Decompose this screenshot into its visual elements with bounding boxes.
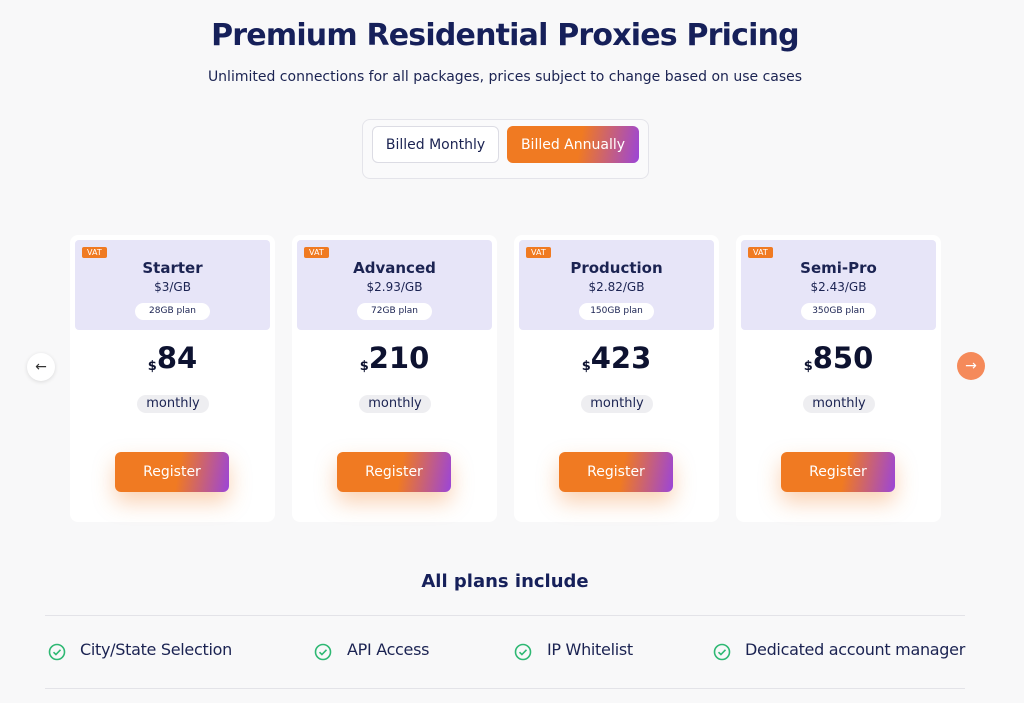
plan-rate: $3/GB xyxy=(154,280,191,294)
toggle-option[interactable]: Billed Monthly xyxy=(372,126,499,163)
divider xyxy=(45,615,965,616)
register-button[interactable]: Register xyxy=(115,452,229,492)
plan-rate: $2.43/GB xyxy=(810,280,867,294)
page-title: Premium Residential Proxies Pricing xyxy=(211,18,800,53)
billing-toggle: Billed Monthly Billed Annually xyxy=(362,119,649,179)
feature-item: Dedicated account manager xyxy=(745,640,965,659)
currency: $ xyxy=(803,359,813,374)
vat-badge: VAT xyxy=(748,247,773,258)
billing-period: monthly xyxy=(803,395,875,413)
plan-header: VAT Production $2.82/GB 150GB plan xyxy=(519,240,714,330)
plan-size: 28GB plan xyxy=(135,303,210,320)
billing-period: monthly xyxy=(359,395,431,413)
plan-header: VAT Starter $3/GB 28GB plan xyxy=(75,240,270,330)
plan-name: Starter xyxy=(142,259,203,277)
plan-size: 72GB plan xyxy=(357,303,432,320)
billing-period: monthly xyxy=(137,395,209,413)
currency: $ xyxy=(581,359,591,374)
price-amount: 210 xyxy=(368,341,430,375)
plan-card: VAT Starter $3/GB 28GB plan $84 monthly Regist… xyxy=(70,235,275,522)
divider xyxy=(45,688,965,689)
currency: $ xyxy=(147,359,157,374)
plan-card: VAT Production $2.82/GB 150GB plan $423 month… xyxy=(514,235,719,522)
feature-item: IP Whitelist xyxy=(547,640,633,659)
plan-rate: $2.82/GB xyxy=(588,280,645,294)
plan-name: Semi-Pro xyxy=(800,259,877,277)
register-button[interactable]: Register xyxy=(781,452,895,492)
plan-header: VAT Advanced $2.93/GB 72GB plan xyxy=(297,240,492,330)
plan-rate: $2.93/GB xyxy=(366,280,423,294)
billing-period: monthly xyxy=(581,395,653,413)
vat-badge: VAT xyxy=(304,247,329,258)
toggle-option[interactable]: Billed Annually xyxy=(507,126,639,163)
plan-card: VAT Advanced $2.93/GB 72GB plan $210 monthly R… xyxy=(292,235,497,522)
feature-item: City/State Selection xyxy=(80,640,232,659)
check-icon xyxy=(48,643,66,665)
check-icon xyxy=(314,643,332,665)
check-icon xyxy=(514,643,532,665)
plan-size: 150GB plan xyxy=(579,303,654,320)
next-arrow[interactable]: → xyxy=(957,352,985,380)
plan-size: 350GB plan xyxy=(801,303,876,320)
features-title: All plans include xyxy=(421,571,589,592)
plan-name: Advanced xyxy=(353,259,436,277)
price-amount: 423 xyxy=(590,341,652,375)
price-amount: 84 xyxy=(156,341,198,375)
page-subtitle: Unlimited connections for all packages, … xyxy=(207,69,803,85)
register-button[interactable]: Register xyxy=(559,452,673,492)
plan-price: $423 xyxy=(514,341,719,375)
prev-arrow[interactable]: ← xyxy=(27,353,55,381)
vat-badge: VAT xyxy=(526,247,551,258)
plan-header: VAT Semi-Pro $2.43/GB 350GB plan xyxy=(741,240,936,330)
plan-price: $850 xyxy=(736,341,941,375)
price-amount: 850 xyxy=(812,341,874,375)
plan-price: $84 xyxy=(70,341,275,375)
plan-name: Production xyxy=(570,259,663,277)
plan-price: $210 xyxy=(292,341,497,375)
vat-badge: VAT xyxy=(82,247,107,258)
register-button[interactable]: Register xyxy=(337,452,451,492)
currency: $ xyxy=(359,359,369,374)
feature-item: API Access xyxy=(347,640,430,659)
plan-card: VAT Semi-Pro $2.43/GB 350GB plan $850 monthly… xyxy=(736,235,941,522)
check-icon xyxy=(713,643,731,665)
